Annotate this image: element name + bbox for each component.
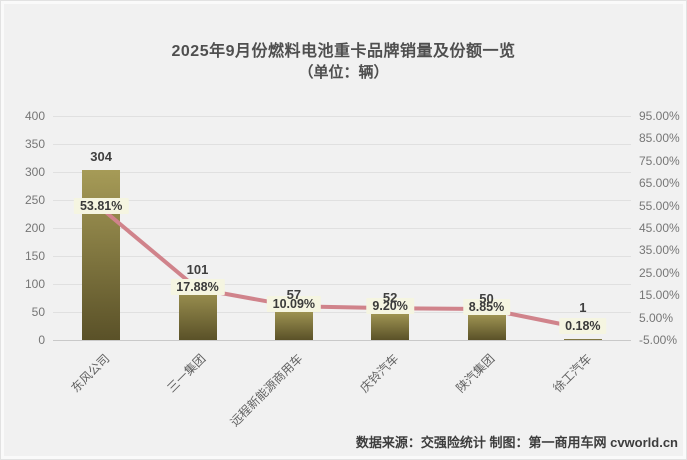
data-source-note: 数据来源：交强险统计 制图：第一商用车网 cvworld.cn [355,435,678,450]
y-axis-tick-right: 55.00% [639,198,680,213]
gridline [53,116,631,117]
y-axis-tick-left: 300 [24,165,45,179]
x-axis-label: 徐工汽车 [550,351,595,396]
plot-area: 53.81% 304 17.88% 101 10.09% 57 9.20% 52 8.85% 50… [53,116,631,341]
y-axis-tick-left: 400 [24,109,45,123]
bar-陕汽集团 [467,312,506,340]
share-label: 9.20% [366,298,414,315]
y-axis-tick-left: 150 [24,249,45,263]
right-axis: 95.00% 85.00% 75.00% 65.00% 55.00% 45.00% 35.0… [639,109,686,347]
share-label: 53.81% [73,198,129,215]
x-axis-line [53,340,631,341]
y-axis-tick-left: 0 [38,333,45,347]
y-axis-tick-right: 65.00% [639,176,680,191]
x-axis-label: 三一集团 [164,351,209,396]
y-axis-tick-right: -5.00% [639,333,678,347]
x-axis-label: 庆铃汽车 [357,351,402,396]
share-line [99,206,585,331]
gridline [53,172,631,173]
bar-庆铃汽车 [371,310,410,340]
value-label: 101 [186,262,209,278]
y-axis-tick-left: 350 [24,137,45,151]
share-label: 0.18% [559,318,607,335]
value-label: 52 [382,289,398,305]
y-axis-tick-right: 15.00% [639,288,680,303]
gridline [53,284,631,285]
y-axis-tick-right: 5.00% [639,310,674,325]
value-label: 57 [286,287,302,303]
x-axis-label: 远程新能源商用车 [227,351,306,430]
y-axis-tick-right: 95.00% [639,109,680,123]
y-axis-tick-right: 85.00% [639,131,680,146]
gridline [53,144,631,145]
y-axis-tick-left: 200 [24,221,45,235]
share-label: 10.09% [266,296,322,313]
x-axis-label: 陕汽集团 [453,351,498,396]
chart-subtitle: （单位：辆） [298,64,389,81]
bar-徐工汽车 [563,339,602,340]
y-axis-tick-right: 45.00% [639,221,680,235]
value-label: 304 [90,148,113,164]
y-axis-tick-right: 25.00% [639,265,680,280]
value-label: 50 [479,291,494,306]
y-axis-tick-right: 35.00% [639,243,680,258]
x-axis-labels: 东风公司 三一集团 远程新能源商用车 庆铃汽车 陕汽集团 徐工汽车 [53,345,631,445]
y-axis-tick-left: 250 [24,193,45,207]
chart-title: 2025年9月份燃料电池重卡品牌销量及份额一览 [171,43,516,60]
gridline [53,228,631,229]
share-label: 17.88% [170,278,225,295]
bar-东风公司 [82,169,121,340]
y-axis-tick-left: 50 [31,305,45,319]
gridline [53,200,631,201]
left-axis: 400 350 300 250 200 150 100 50 0 [1,109,47,347]
share-label: 8.85% [462,298,511,315]
gridline [53,256,631,257]
value-label: 1 [579,300,587,316]
y-axis-tick-right: 75.00% [639,153,680,168]
gridline [53,312,631,313]
bar-远程新能源商用车 [274,308,313,340]
y-axis-tick-left: 100 [24,277,45,291]
x-axis-label: 东风公司 [68,351,113,396]
